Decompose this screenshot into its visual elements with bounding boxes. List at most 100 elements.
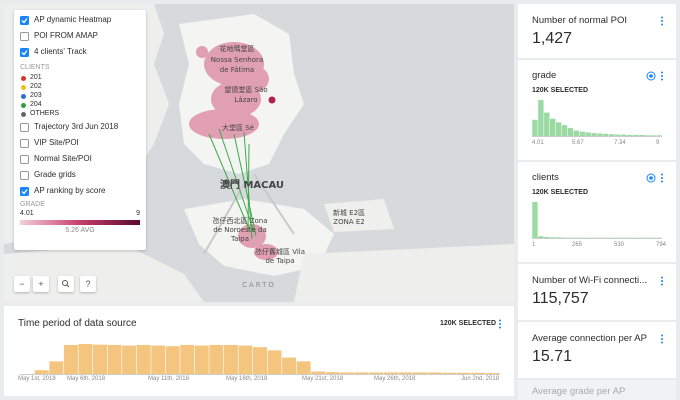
filter-icon[interactable]: [646, 173, 656, 183]
grade-min: 4.01: [20, 210, 34, 217]
x-label: 530: [614, 242, 625, 248]
widget-title: Number of normal POI: [532, 15, 628, 26]
bar: [63, 344, 78, 374]
bar: [603, 133, 609, 136]
bar: [549, 237, 556, 238]
map-label: 大堂區 Sé: [222, 123, 254, 132]
layers-panel: AP dynamic Heatmap POI FROM AMAP 4 clients…: [14, 10, 146, 250]
zone-e2: [324, 199, 394, 232]
grade-avg: 5.26 AVG: [65, 227, 95, 234]
map-button[interactable]: ?: [80, 276, 96, 292]
dot: [661, 75, 663, 77]
x-label: 1: [532, 242, 536, 248]
menu-icon[interactable]: [660, 16, 664, 26]
checkbox[interactable]: [20, 155, 29, 164]
bar: [325, 372, 340, 374]
bar: [165, 346, 180, 374]
checkbox[interactable]: [20, 16, 29, 25]
x-label: May 11th, 2018: [148, 376, 189, 382]
bar: [538, 100, 544, 136]
grade-max: 9: [136, 210, 140, 217]
bar: [549, 118, 556, 136]
dot: [661, 16, 663, 19]
menu-icon[interactable]: [660, 71, 664, 81]
legend-label: 201: [30, 74, 42, 81]
map-button[interactable]: −: [14, 276, 30, 292]
widget-value: 115,757: [532, 290, 589, 307]
dot: [661, 180, 663, 183]
bar: [532, 202, 538, 238]
map-button[interactable]: [58, 276, 74, 292]
tick: [21, 18, 28, 24]
bar: [538, 236, 544, 238]
checkbox[interactable]: [20, 32, 29, 41]
checkbox[interactable]: [20, 48, 29, 57]
map-button[interactable]: +: [33, 276, 49, 292]
map-label: Nossa Senhora: [211, 56, 263, 64]
bar: [107, 344, 122, 374]
map-label: 氹仔舊城區 Vila: [255, 247, 305, 256]
legend-dot: [21, 103, 26, 108]
layer-label: VIP Site/POI: [34, 138, 79, 147]
selected-count: 120K SELECTED: [532, 189, 589, 196]
menu-icon[interactable]: [660, 276, 664, 286]
bar: [555, 237, 562, 238]
bar: [567, 128, 574, 136]
dot: [661, 177, 663, 179]
bar: [532, 119, 538, 136]
selected-count: 120K SELECTED: [440, 320, 497, 327]
checkbox[interactable]: [20, 187, 29, 196]
dot: [499, 326, 501, 329]
menu-icon[interactable]: [498, 319, 502, 329]
dot: [661, 173, 663, 176]
bar: [369, 372, 384, 374]
checkbox[interactable]: [20, 171, 29, 180]
checkbox[interactable]: [20, 139, 29, 148]
bar: [638, 134, 645, 136]
dot: [661, 276, 663, 279]
dot: [661, 283, 663, 286]
x-label: 265: [572, 242, 583, 248]
legend-title: GRADE: [20, 201, 45, 208]
x-label: May 1st, 2018: [18, 376, 56, 382]
checkbox[interactable]: [20, 123, 29, 132]
bar: [194, 345, 209, 374]
chart: [20, 344, 500, 375]
dot: [661, 334, 663, 337]
x-label: 4.01: [532, 140, 544, 146]
map-label: 氹仔西北區 Zona: [212, 216, 267, 225]
bar: [34, 370, 49, 374]
map: 花地瑪堂區 Nossa Senhora de Fátima 望德堂區 São Lázar…: [4, 4, 514, 302]
menu-icon[interactable]: [660, 173, 664, 183]
grade-widget: grade 120K SELECTED 4.01 5.67 7.34 9: [518, 60, 676, 160]
x-label: 794: [656, 242, 667, 248]
widget-title: grade: [532, 70, 557, 81]
map-label: 望德堂區 São: [224, 85, 267, 94]
map-label: Taipa: [230, 235, 249, 243]
menu-icon[interactable]: [660, 334, 664, 344]
bar: [413, 372, 427, 374]
bar: [609, 134, 615, 136]
bar: [78, 344, 93, 374]
bar: [238, 345, 253, 374]
layer-label: 4 clients' Track: [34, 47, 87, 56]
x-label: 9: [656, 140, 660, 146]
wifi-widget: Number of Wi-Fi connecti... 115,757: [518, 264, 676, 320]
chart: [532, 202, 662, 239]
selected-count: 120K SELECTED: [532, 87, 589, 94]
bar: [471, 372, 486, 374]
x-label: May 26th, 2018: [374, 376, 416, 382]
widget-value: 15.71: [532, 348, 573, 365]
bar: [209, 344, 224, 374]
dot: [661, 20, 663, 22]
filter-icon[interactable]: [646, 71, 656, 81]
bar: [485, 373, 500, 374]
map-label: ZONA E2: [333, 218, 364, 226]
ring: [646, 71, 656, 81]
widget-title: Average connection per AP: [532, 333, 647, 344]
clients-widget: clients 120K SELECTED 1 265 530 794: [518, 162, 676, 262]
map-label: de Noroeste da: [213, 226, 266, 234]
dot: [661, 280, 663, 282]
box: [20, 155, 29, 164]
